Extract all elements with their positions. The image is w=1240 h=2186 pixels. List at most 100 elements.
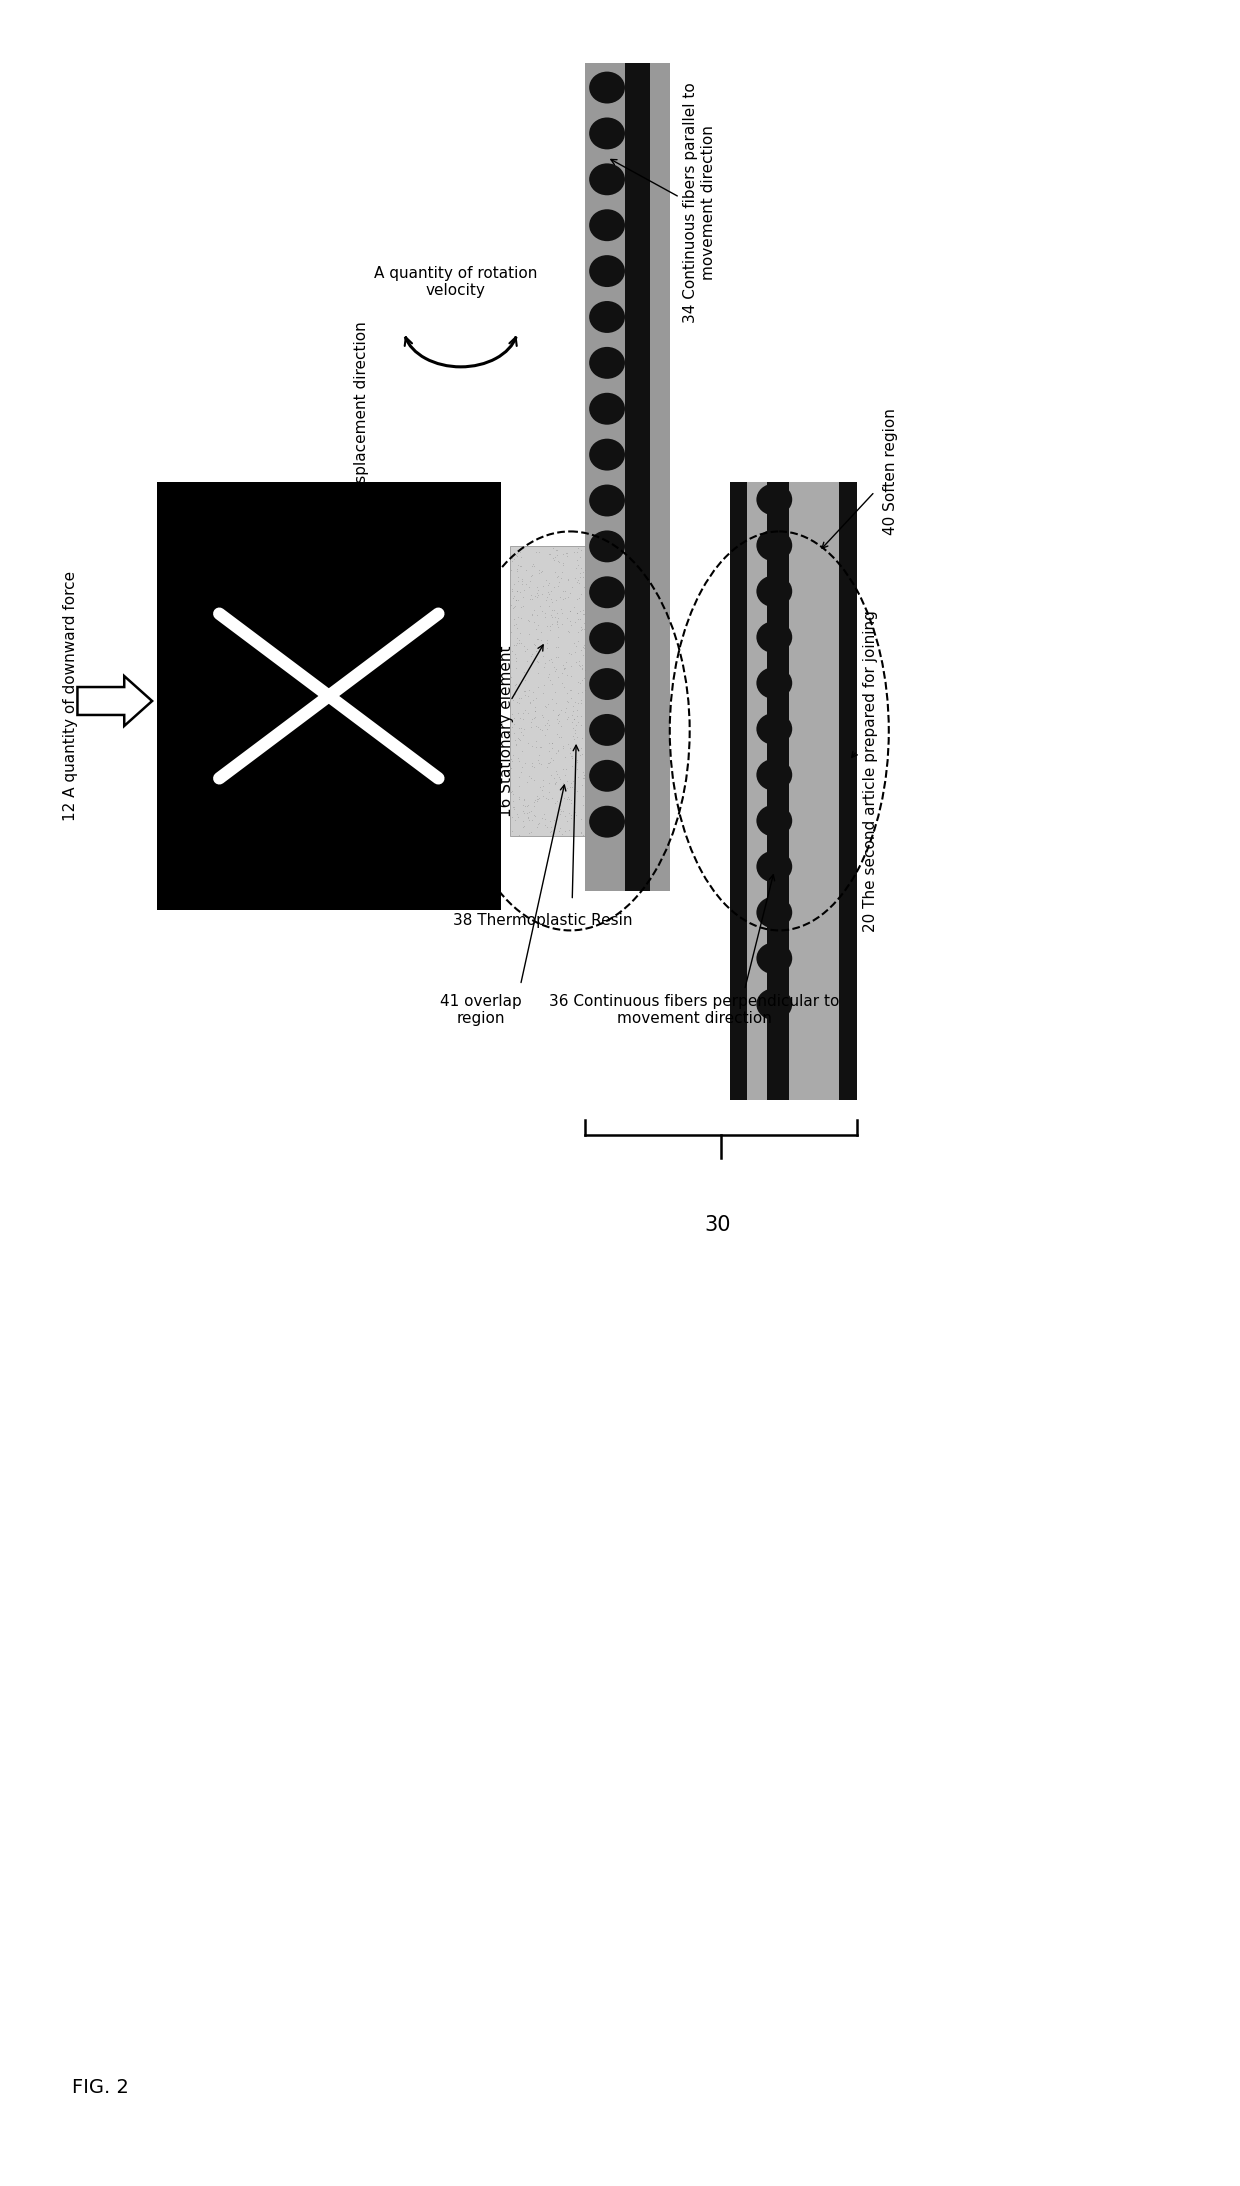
Point xyxy=(510,700,529,734)
Text: 32 Displacement direction: 32 Displacement direction xyxy=(353,321,368,522)
Point xyxy=(528,645,548,680)
Point xyxy=(572,767,591,802)
Ellipse shape xyxy=(756,713,792,745)
Point xyxy=(573,592,593,627)
Point xyxy=(541,662,560,697)
Point xyxy=(501,750,521,785)
Point xyxy=(529,632,549,667)
Point xyxy=(508,669,528,704)
Point xyxy=(505,588,525,623)
Point xyxy=(520,581,539,616)
Point xyxy=(503,789,523,824)
Point xyxy=(518,759,538,794)
Point xyxy=(526,533,546,568)
Point xyxy=(570,700,590,734)
Point xyxy=(573,737,593,772)
Point xyxy=(568,531,588,566)
Point xyxy=(574,606,594,640)
Bar xyxy=(650,63,670,890)
Point xyxy=(547,765,567,800)
Point xyxy=(512,562,532,597)
Point xyxy=(553,765,573,800)
Point xyxy=(546,675,565,710)
Point xyxy=(522,597,542,632)
Point xyxy=(508,549,528,584)
Point xyxy=(528,780,548,815)
Point xyxy=(510,682,529,717)
Point xyxy=(568,704,588,739)
Point xyxy=(556,695,575,730)
Point xyxy=(574,568,594,603)
Point xyxy=(502,813,522,848)
Point xyxy=(505,667,525,702)
Point xyxy=(560,603,580,638)
Point xyxy=(507,741,527,776)
Point xyxy=(565,759,585,794)
Point xyxy=(565,708,585,743)
Point xyxy=(541,743,560,778)
Point xyxy=(568,675,588,710)
Point xyxy=(507,538,527,573)
Point xyxy=(507,536,527,571)
Ellipse shape xyxy=(756,667,792,700)
Point xyxy=(563,710,583,745)
Point xyxy=(567,597,587,632)
Point xyxy=(510,686,529,721)
Point xyxy=(572,815,591,850)
Point xyxy=(548,568,568,603)
Point xyxy=(562,568,582,603)
Point xyxy=(538,745,558,780)
Point xyxy=(551,562,570,597)
Point xyxy=(548,630,568,665)
Point xyxy=(538,660,558,695)
Point xyxy=(520,568,539,603)
Point xyxy=(512,564,532,599)
Point xyxy=(510,549,529,584)
Point xyxy=(513,654,533,689)
Point xyxy=(513,573,533,608)
Point xyxy=(558,579,578,614)
Point xyxy=(521,710,541,745)
Point xyxy=(564,625,584,660)
Point xyxy=(510,759,529,794)
Ellipse shape xyxy=(756,759,792,791)
Bar xyxy=(511,546,585,835)
Point xyxy=(516,789,536,824)
Point xyxy=(516,662,536,697)
Point xyxy=(507,671,527,706)
Point xyxy=(528,555,548,590)
Ellipse shape xyxy=(756,942,792,975)
Point xyxy=(543,743,563,778)
Point xyxy=(568,761,588,796)
Point xyxy=(506,678,526,713)
Point xyxy=(564,772,584,807)
Point xyxy=(542,813,562,848)
Point xyxy=(562,769,582,804)
Point xyxy=(527,809,547,844)
Point xyxy=(503,608,523,643)
Point xyxy=(544,592,564,627)
Point xyxy=(574,660,594,695)
Point xyxy=(558,684,578,719)
Bar xyxy=(839,481,857,1100)
Point xyxy=(560,783,580,818)
Point xyxy=(527,708,547,743)
Point xyxy=(515,673,534,708)
Point xyxy=(508,581,528,616)
Point xyxy=(520,671,539,706)
Point xyxy=(534,708,554,743)
Point xyxy=(548,706,568,741)
Point xyxy=(567,630,587,665)
Point xyxy=(558,780,578,815)
Point xyxy=(512,754,532,789)
Point xyxy=(527,597,547,632)
Point xyxy=(567,752,587,787)
Point xyxy=(548,640,568,675)
Point xyxy=(533,700,553,734)
Point xyxy=(573,560,593,595)
Point xyxy=(528,656,548,691)
Point xyxy=(537,579,557,614)
Point xyxy=(515,673,534,708)
Point xyxy=(512,662,532,697)
Point xyxy=(518,802,538,837)
